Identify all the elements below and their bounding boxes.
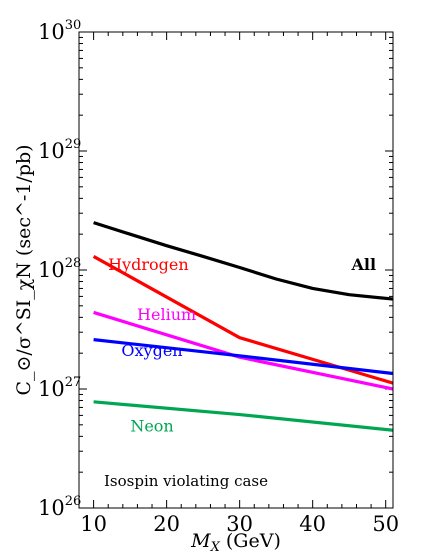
y-tick-labels: 1026 1027 1028 1029 1030 [38, 18, 81, 520]
x-tick-labels: 10 20 30 40 50 [80, 512, 399, 536]
series-label-all: All [351, 255, 377, 274]
annotation: Isospin violating case [104, 472, 268, 490]
x-tick-label: 40 [299, 512, 326, 536]
series-line-oxygen [93, 338, 394, 376]
x-axis-label: MX (GeV) [190, 530, 281, 553]
series-label-hydrogen: Hydrogen [108, 255, 189, 274]
x-tick-label: 10 [80, 512, 107, 536]
x-tick-label: 30 [226, 512, 253, 536]
series-labels: All Hydrogen Helium Oxygen Neon [108, 255, 376, 435]
series-label-oxygen: Oxygen [121, 341, 182, 360]
x-tick-label: 50 [372, 512, 399, 536]
y-tick-label: 1030 [38, 18, 81, 44]
series-lines [92, 221, 394, 432]
y-tick-label: 1027 [38, 375, 81, 401]
y-tick-label: 1026 [38, 494, 81, 520]
y-axis-label: C_⊙/σ^SI_χN (sec^-1/pb) [13, 144, 35, 395]
series-line-all [93, 221, 394, 301]
x-tick-label: 20 [153, 512, 180, 536]
y-tick-label: 1028 [38, 256, 81, 282]
series-line-neon [93, 400, 394, 432]
series-label-neon: Neon [130, 416, 173, 435]
series-label-helium: Helium [137, 305, 196, 324]
plot-frame [78, 31, 394, 509]
y-tick-label: 1029 [38, 137, 81, 163]
axis-ticks [79, 32, 393, 509]
